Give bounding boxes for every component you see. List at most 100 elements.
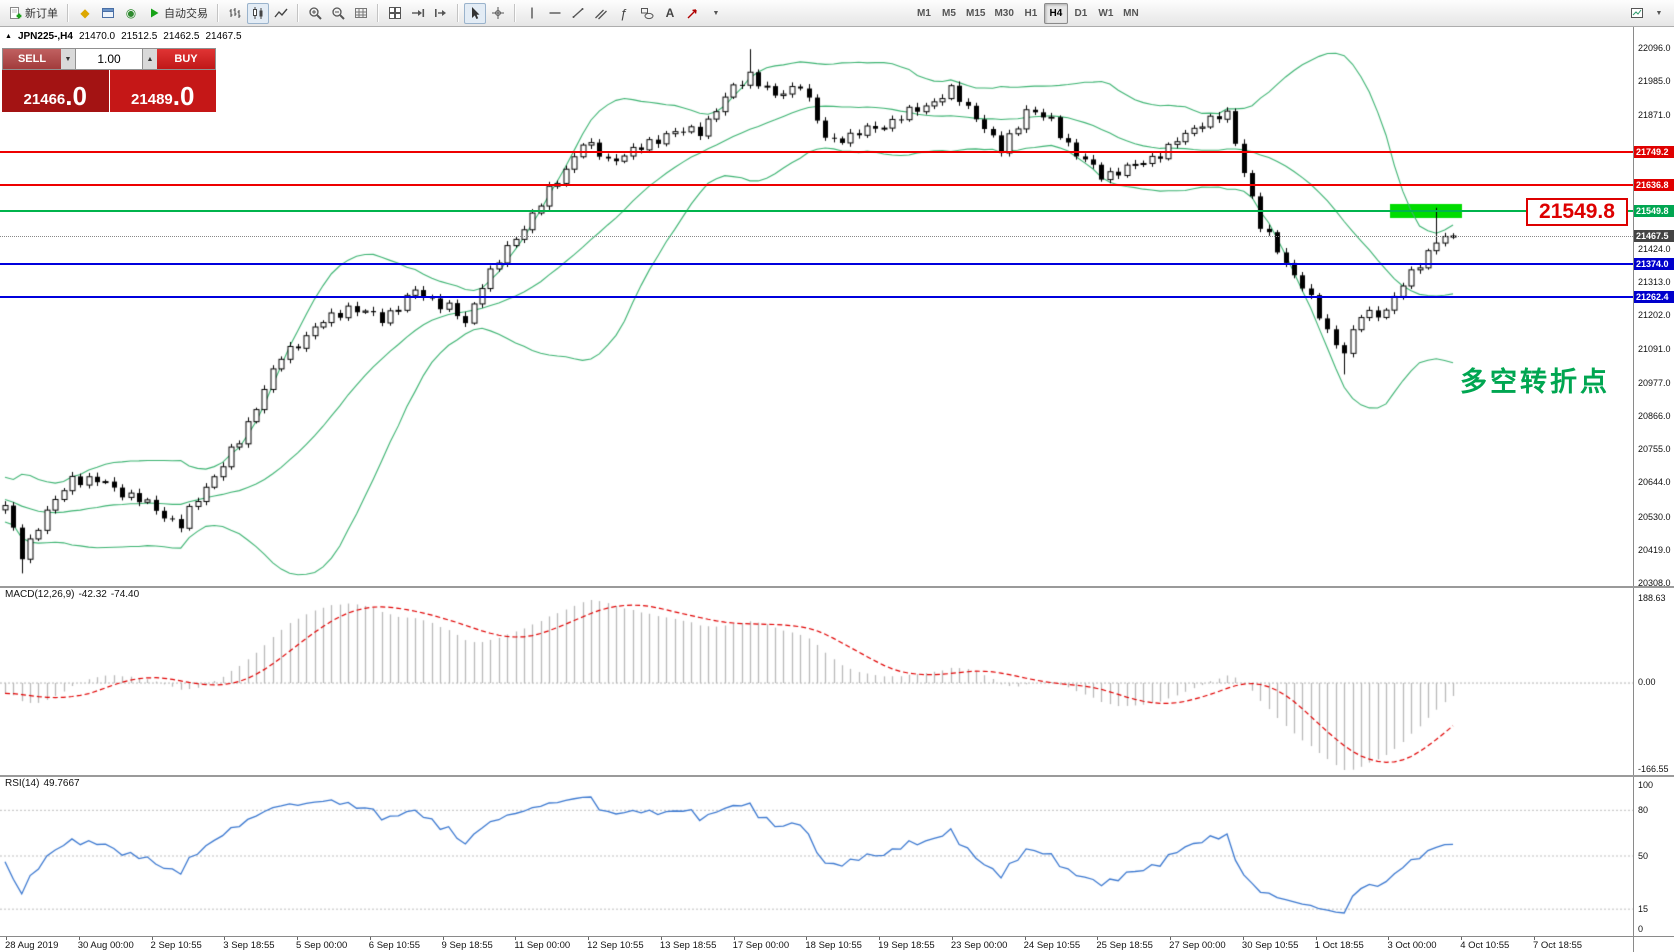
channel-button[interactable] (590, 3, 612, 24)
rsi-axis-label: 100 (1638, 780, 1654, 790)
cursor-button[interactable] (464, 2, 486, 24)
horizontal-line-button[interactable] (544, 3, 566, 24)
strategy-tester-button[interactable]: ◉ (125, 6, 137, 20)
price-tag: 21262.4 (1634, 291, 1674, 304)
macd-label: MACD(12,26,9) -42.32 -74.40 (5, 589, 143, 600)
price-tag: 21636.8 (1634, 179, 1674, 192)
horizontal-line[interactable] (0, 210, 1633, 213)
volume-input[interactable]: 1.00 (75, 49, 143, 69)
price-axis-label: 20755.0 (1638, 444, 1671, 455)
price-axis-label: 20530.0 (1638, 511, 1671, 522)
candlestick-button[interactable] (247, 2, 269, 24)
price-axis-label: 21985.0 (1638, 76, 1671, 87)
objects-dropdown-button[interactable]: ▼ (712, 9, 720, 17)
sell-price-int: 21466 (23, 91, 66, 108)
horizontal-line[interactable] (0, 296, 1633, 299)
volume-up-button[interactable]: ▲ (143, 49, 157, 69)
price-axis-label: 20308.0 (1638, 577, 1671, 588)
crosshair-button[interactable] (487, 3, 509, 24)
annotation-text: 多空转折点 (1460, 367, 1610, 397)
price-axis-label: 21091.0 (1638, 343, 1671, 354)
date-label: 9 Sep 18:55 (441, 940, 493, 951)
time-tick (733, 937, 735, 940)
date-label: 1 Oct 18:55 (1314, 940, 1364, 951)
timeframe-m1-button[interactable]: M1 (917, 7, 931, 19)
time-tick (1388, 937, 1390, 940)
timeframe-m5-button[interactable]: M5 (942, 7, 956, 19)
timeframe-m15-button[interactable]: M15 (966, 7, 986, 19)
buy-button[interactable]: BUY (157, 49, 215, 69)
rsi-panel-splitter[interactable] (0, 775, 1674, 777)
buy-price-dec: .0 (172, 81, 195, 112)
date-label: 30 Aug 00:00 (77, 940, 134, 951)
trendline-button[interactable] (567, 3, 589, 24)
timeframe-w1-button[interactable]: W1 (1098, 7, 1114, 19)
date-label: 11 Sep 00:00 (514, 940, 571, 951)
rsi-value: 49.7667 (43, 778, 80, 789)
time-tick (297, 937, 299, 940)
date-label: 12 Sep 10:55 (587, 940, 644, 951)
horizontal-line[interactable] (0, 150, 1633, 153)
zoom-out-button[interactable] (327, 3, 349, 24)
text-button[interactable]: A (665, 6, 675, 20)
timeframe-m30-button[interactable]: M30 (994, 7, 1014, 19)
macd-axis-label: 0.00 (1638, 677, 1656, 688)
new-order-button[interactable]: 新订单 (4, 3, 62, 24)
volume-down-button[interactable]: ▼ (61, 49, 75, 69)
tile-windows-button[interactable] (384, 3, 406, 24)
high-value: 21512.5 (121, 31, 158, 42)
toolbar-separator (514, 4, 516, 22)
horizontal-line[interactable] (0, 184, 1633, 187)
horizontal-line[interactable] (0, 263, 1633, 266)
bar-chart-button[interactable] (224, 3, 246, 24)
new-chart-button[interactable] (1626, 3, 1648, 24)
metaeditor-button[interactable]: ◆ (80, 6, 90, 20)
time-tick (1242, 937, 1244, 940)
current-price-line (0, 236, 1633, 238)
time-axis-line (0, 936, 1674, 937)
toolbar-separator (457, 4, 459, 22)
date-label: 30 Sep 10:55 (1241, 940, 1299, 951)
toolbar-separator (297, 4, 299, 22)
vertical-line-button[interactable] (521, 3, 543, 24)
timeframe-mn-button[interactable]: MN (1123, 7, 1139, 19)
line-chart-button[interactable] (270, 3, 292, 24)
timeframe-h4-button[interactable]: H4 (1043, 2, 1068, 24)
date-label: 6 Sep 10:55 (368, 940, 421, 951)
price-axis-label: 21424.0 (1638, 244, 1671, 255)
shapes-button[interactable] (636, 3, 658, 24)
chart-shift-button[interactable] (430, 3, 452, 24)
buy-price-display[interactable]: 21489.0 (109, 70, 216, 112)
rsi-axis-label: 80 (1638, 805, 1649, 816)
date-label: 23 Sep 00:00 (950, 940, 1008, 951)
timeframe-h1-button[interactable]: H1 (1024, 7, 1038, 19)
time-tick (224, 937, 226, 940)
price-axis-border (1633, 27, 1634, 952)
macd-name: MACD(12,26,9) (5, 589, 75, 600)
profiles-button[interactable]: ▼ (1655, 9, 1663, 17)
rsi-label: RSI(14) 49.7667 (5, 778, 84, 789)
price-axis-label: 22096.0 (1638, 43, 1671, 53)
auto-scroll-button[interactable] (407, 3, 429, 24)
date-label: 19 Sep 18:55 (878, 940, 935, 951)
close-value: 21467.5 (205, 31, 242, 42)
grid-button[interactable] (350, 3, 372, 24)
macd-axis-label: 188.63 (1638, 593, 1666, 603)
time-tick (151, 937, 153, 940)
auto-trading-button[interactable]: 自动交易 (143, 3, 212, 24)
timeframe-d1-button[interactable]: D1 (1074, 7, 1088, 19)
date-label: 18 Sep 10:55 (805, 940, 862, 951)
buy-price-int: 21489 (131, 91, 173, 108)
symbol-marker-icon: ▲ (5, 33, 12, 40)
macd-value-1: -42.32 (78, 589, 107, 600)
zoom-in-button[interactable] (304, 3, 326, 24)
time-tick (588, 937, 590, 940)
sell-button[interactable]: SELL (3, 49, 61, 69)
market-watch-button[interactable] (97, 3, 119, 24)
sell-price-display[interactable]: 21466.0 (2, 70, 109, 112)
arrows-button[interactable] (682, 3, 704, 24)
fibonacci-button[interactable]: ƒ (620, 5, 628, 21)
macd-panel-splitter[interactable] (0, 586, 1674, 588)
date-label: 2 Sep 10:55 (150, 940, 202, 951)
